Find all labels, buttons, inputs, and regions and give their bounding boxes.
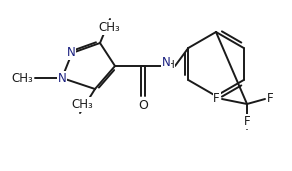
Text: CH₃: CH₃ [11,71,33,84]
Text: H: H [167,60,175,70]
Text: F: F [213,93,220,106]
Text: F: F [267,93,274,106]
Text: F: F [244,115,250,128]
Text: CH₃: CH₃ [98,21,120,34]
Text: N: N [58,71,66,84]
Text: O: O [138,99,148,112]
Text: CH₃: CH₃ [71,98,93,111]
Text: N: N [162,56,170,69]
Text: N: N [67,47,75,60]
